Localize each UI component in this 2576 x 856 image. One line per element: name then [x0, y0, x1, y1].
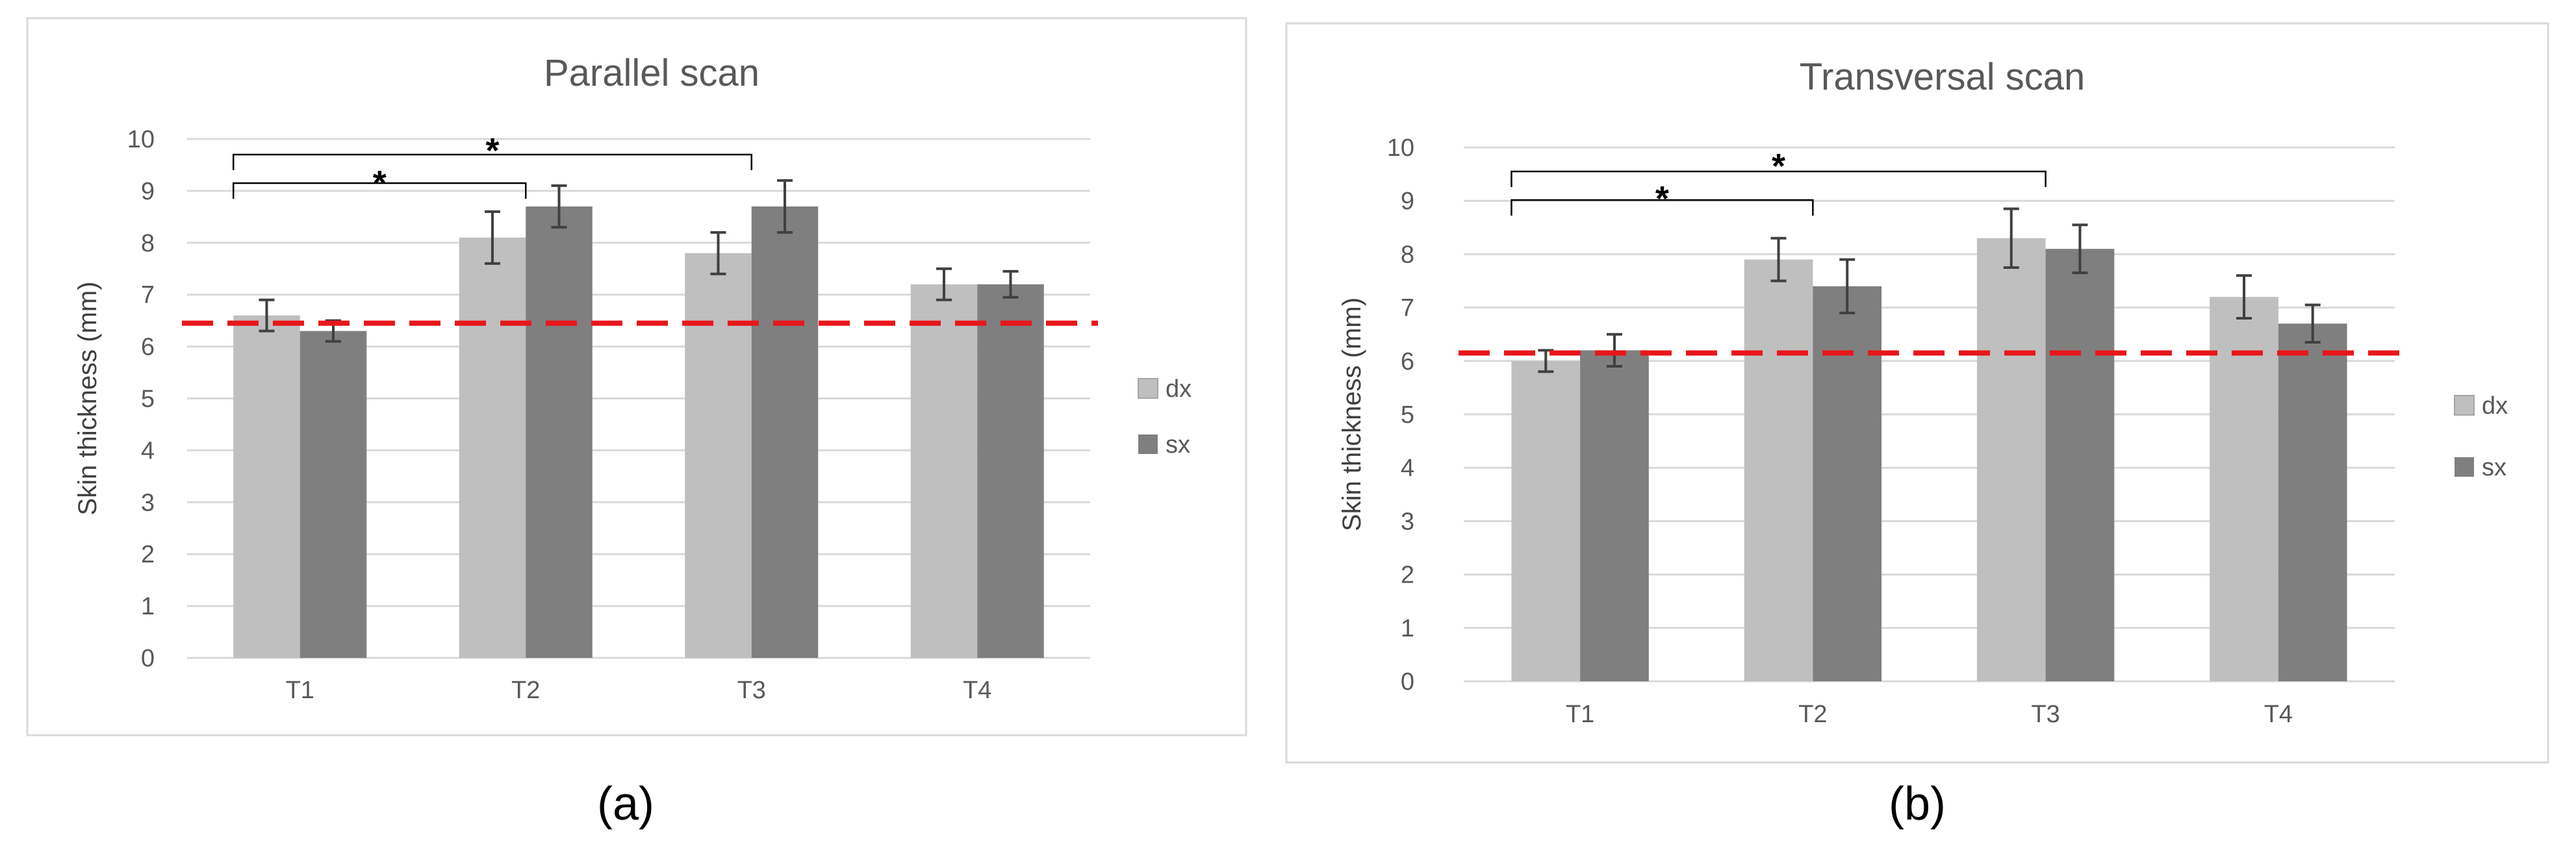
y-tick-label: 10 — [1387, 134, 1414, 162]
y-tick-label: 6 — [141, 334, 155, 361]
bar-dx-t4 — [2210, 297, 2278, 681]
y-tick-label: 9 — [141, 178, 155, 205]
legend: dx sx — [2454, 392, 2508, 481]
panel-label: (a) — [597, 778, 654, 830]
y-tick-label: 10 — [127, 126, 155, 153]
chart-frame — [26, 17, 1247, 736]
chart-title: Parallel scan — [544, 52, 759, 94]
legend-label-dx: dx — [2482, 392, 2508, 420]
error-bar — [710, 231, 726, 275]
error-bar — [484, 210, 500, 265]
bar-dx-t1 — [1511, 360, 1581, 681]
legend-swatch-dx — [1138, 378, 1158, 399]
error-bar — [551, 184, 567, 229]
y-tick-label: 5 — [1401, 401, 1414, 429]
x-tick-label: T4 — [963, 677, 991, 704]
legend-label-sx: sx — [2482, 454, 2506, 481]
chart-title: Transversal scan — [1800, 56, 2085, 98]
bar-dx-t2 — [459, 237, 526, 658]
error-bar — [1538, 349, 1554, 373]
bracket-line — [232, 153, 752, 170]
x-tick-label: T2 — [511, 677, 540, 704]
legend-swatch-sx — [2455, 457, 2474, 477]
bar-sx-t2 — [1813, 286, 1882, 682]
bar-dx-t1 — [233, 315, 300, 658]
error-bar — [2236, 274, 2252, 320]
panel-label: (b) — [1889, 778, 1946, 830]
y-tick-label: 5 — [141, 386, 155, 413]
y-tick-label: 7 — [141, 282, 155, 309]
error-bar — [1606, 333, 1622, 368]
legend-swatch-sx — [1138, 434, 1158, 454]
error-bar — [777, 179, 793, 234]
chart-panel-parallel-scan: 0 1 2 3 4 5 6 7 8 9 10 Parallel scan Skin thickness … — [26, 17, 1247, 736]
bracket-line — [1511, 170, 2047, 187]
bar-dx-t3 — [1976, 238, 2046, 681]
y-axis-label: Skin thickness (mm) — [73, 281, 102, 515]
error-bar — [936, 267, 952, 301]
bar-dx-t3 — [685, 253, 752, 658]
y-tick-label: 4 — [141, 437, 155, 464]
x-tick-label: T4 — [2264, 701, 2293, 728]
bar-sx-t1 — [1580, 350, 1649, 681]
bar-sx-t3 — [751, 206, 819, 658]
y-tick-label: 0 — [141, 645, 155, 672]
bar-sx-t4 — [2278, 323, 2347, 681]
x-tick-label: T3 — [2031, 701, 2060, 728]
error-bar — [2072, 223, 2088, 275]
bracket-line — [232, 182, 527, 199]
legend: dx sx — [1138, 375, 1192, 459]
y-axis-label: Skin thickness (mm) — [1338, 297, 1366, 531]
x-tick-label: T1 — [286, 677, 314, 704]
significance-bracket: * — [232, 164, 527, 203]
bar-sx-t4 — [977, 284, 1044, 659]
chart-panel-transversal-scan: 0 1 2 3 4 5 6 7 8 9 10 Transversal scan Skin thickne… — [1285, 22, 2549, 764]
bar-dx-t4 — [910, 284, 978, 659]
y-tick-label: 9 — [1401, 188, 1414, 215]
bar-sx-t1 — [300, 331, 367, 658]
y-tick-label: 8 — [141, 230, 155, 257]
y-tick-label: 7 — [1401, 295, 1414, 322]
significance-bracket: * — [1511, 179, 1814, 218]
legend-label-sx: sx — [1166, 431, 1190, 459]
y-tick-label: 1 — [141, 593, 155, 620]
legend-label-dx: dx — [1166, 375, 1192, 403]
significance-star: * — [1655, 179, 1669, 218]
error-bar — [1839, 258, 1855, 314]
significance-bracket: * — [1511, 147, 2047, 187]
significance-bracket: * — [232, 131, 752, 170]
x-tick-label: T2 — [1798, 701, 1827, 728]
bracket-line — [1511, 199, 1814, 216]
error-bar — [2003, 207, 2019, 269]
bar-sx-t2 — [526, 206, 593, 658]
y-tick-label: 2 — [141, 541, 155, 568]
legend-swatch-dx — [2454, 395, 2475, 416]
chart-frame — [1285, 22, 2549, 764]
error-bar — [1770, 236, 1787, 283]
y-tick-label: 0 — [1401, 668, 1414, 696]
error-bar — [259, 298, 275, 333]
significance-star: * — [1772, 147, 1785, 186]
y-tick-label: 3 — [141, 489, 155, 516]
y-tick-label: 2 — [1401, 562, 1414, 589]
significance-star: * — [485, 131, 499, 170]
y-tick-label: 1 — [1401, 615, 1414, 642]
x-tick-label: T3 — [737, 677, 766, 704]
y-tick-label: 3 — [1401, 508, 1414, 535]
y-tick-label: 4 — [1401, 455, 1414, 482]
x-tick-label: T1 — [1566, 701, 1594, 728]
error-bar — [1002, 270, 1019, 299]
y-tick-label: 8 — [1401, 241, 1414, 268]
significance-star: * — [373, 164, 387, 203]
error-bar — [2304, 303, 2321, 344]
bar-sx-t3 — [2045, 249, 2115, 681]
y-tick-label: 6 — [1401, 348, 1414, 375]
bar-dx-t2 — [1744, 259, 1813, 681]
